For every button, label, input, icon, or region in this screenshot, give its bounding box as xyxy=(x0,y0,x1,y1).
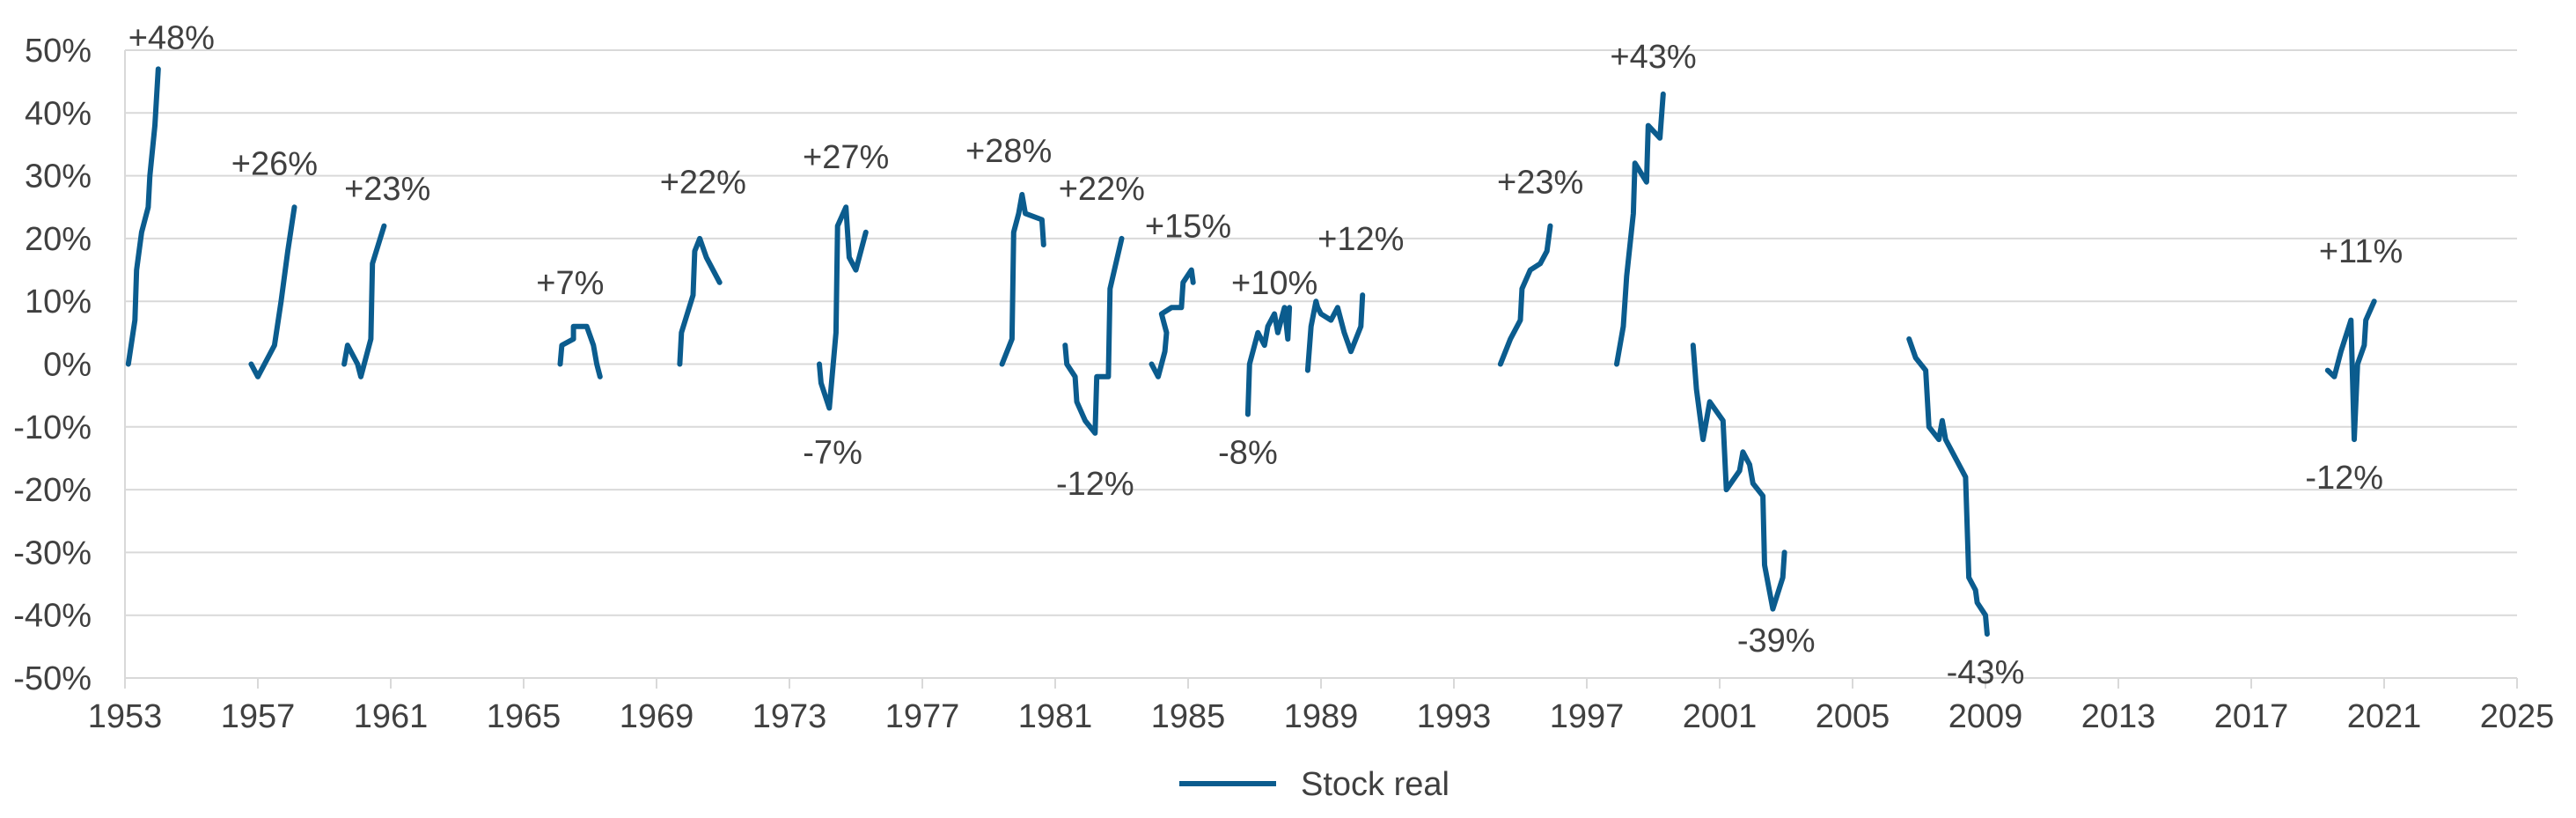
annotation-label: +48% xyxy=(128,20,215,57)
y-tick-label: -50% xyxy=(13,660,92,697)
y-tick-label: -30% xyxy=(13,534,92,571)
annotation-label: -12% xyxy=(1056,466,1134,503)
x-tick-label: 1989 xyxy=(1284,698,1359,735)
series-segment-12 xyxy=(1614,91,1666,367)
y-tick-label: -20% xyxy=(13,472,92,509)
annotation-label: -43% xyxy=(1947,654,2025,691)
y-tick-label: 50% xyxy=(25,33,92,70)
x-tick-label: 1997 xyxy=(1550,698,1625,735)
annotation-label: -12% xyxy=(2305,460,2383,497)
x-tick-label: 2021 xyxy=(2347,698,2422,735)
x-tick-label: 1953 xyxy=(88,698,163,735)
gridlines xyxy=(125,49,2517,679)
series-segment-9 xyxy=(1244,305,1293,417)
series-segment-7 xyxy=(1062,235,1125,436)
series-segment-6 xyxy=(999,192,1046,367)
series-stock-real xyxy=(125,66,2377,637)
series-segment-13 xyxy=(1690,343,1787,612)
series-segment-15 xyxy=(2324,298,2377,443)
annotation-label: +23% xyxy=(1497,165,1583,202)
series-segment-8 xyxy=(1149,267,1196,380)
annotation-label: +27% xyxy=(803,139,889,176)
annotation-label: -8% xyxy=(1218,434,1278,471)
y-tick-label: 40% xyxy=(25,95,92,132)
legend: Stock real xyxy=(1179,766,1449,803)
series-segment-1 xyxy=(248,204,297,380)
annotation-label: -7% xyxy=(803,434,862,471)
x-tick-label: 2013 xyxy=(2081,698,2156,735)
y-tick-label: 0% xyxy=(43,347,92,384)
y-tick-label: -40% xyxy=(13,598,92,635)
annotation-label: +22% xyxy=(660,165,746,202)
x-tick-label: 1965 xyxy=(487,698,561,735)
annotation-label: +22% xyxy=(1059,171,1145,208)
x-tick-label: 1977 xyxy=(885,698,960,735)
x-tick-label: 1969 xyxy=(620,698,694,735)
x-axis: 1953 1957 1961 1965 1969 1973 1977 1981 1985 1989… xyxy=(88,678,2555,735)
annotation-label: +28% xyxy=(965,133,1052,170)
x-tick-label: 1973 xyxy=(752,698,827,735)
series-segment-11 xyxy=(1497,223,1553,367)
annotations: +48%+26%+23%+7%+22%+27%-7%+28%+22%-12%+1… xyxy=(128,20,2404,691)
x-tick-label: 2025 xyxy=(2480,698,2555,735)
y-tick-label: 10% xyxy=(25,284,92,321)
annotation-label: +10% xyxy=(1231,265,1317,302)
legend-label: Stock real xyxy=(1301,766,1449,803)
series-segment-5 xyxy=(817,204,869,411)
x-tick-label: 1957 xyxy=(221,698,296,735)
annotation-label: +26% xyxy=(231,145,318,182)
y-tick-label: 20% xyxy=(25,221,92,258)
y-tick-label: -10% xyxy=(13,409,92,446)
annotation-label: +23% xyxy=(344,171,430,208)
series-segment-2 xyxy=(341,223,387,380)
annotation-label: -39% xyxy=(1737,623,1816,660)
annotation-label: +43% xyxy=(1610,39,1696,76)
annotation-label: +7% xyxy=(536,265,604,302)
series-segment-4 xyxy=(677,235,723,367)
series-segment-10 xyxy=(1304,292,1366,373)
x-tick-label: 2005 xyxy=(1816,698,1890,735)
series-segment-3 xyxy=(557,323,603,380)
x-tick-label: 1993 xyxy=(1417,698,1492,735)
annotation-label: +11% xyxy=(2319,233,2403,270)
x-tick-label: 1985 xyxy=(1151,698,1226,735)
series-segment-14 xyxy=(1906,336,1990,637)
x-tick-label: 1961 xyxy=(354,698,429,735)
annotation-label: +15% xyxy=(1145,209,1231,246)
x-tick-label: 2009 xyxy=(1949,698,2023,735)
x-tick-label: 2001 xyxy=(1683,698,1758,735)
annotation-label: +12% xyxy=(1317,221,1404,258)
y-axis: -50% -40% -30% -20% -10% 0% 10% 20% 30% 40% 50% xyxy=(13,33,126,697)
x-tick-label: 1981 xyxy=(1018,698,1093,735)
x-tick-label: 2017 xyxy=(2214,698,2289,735)
series-segment-0 xyxy=(125,66,161,367)
y-tick-label: 30% xyxy=(25,158,92,195)
